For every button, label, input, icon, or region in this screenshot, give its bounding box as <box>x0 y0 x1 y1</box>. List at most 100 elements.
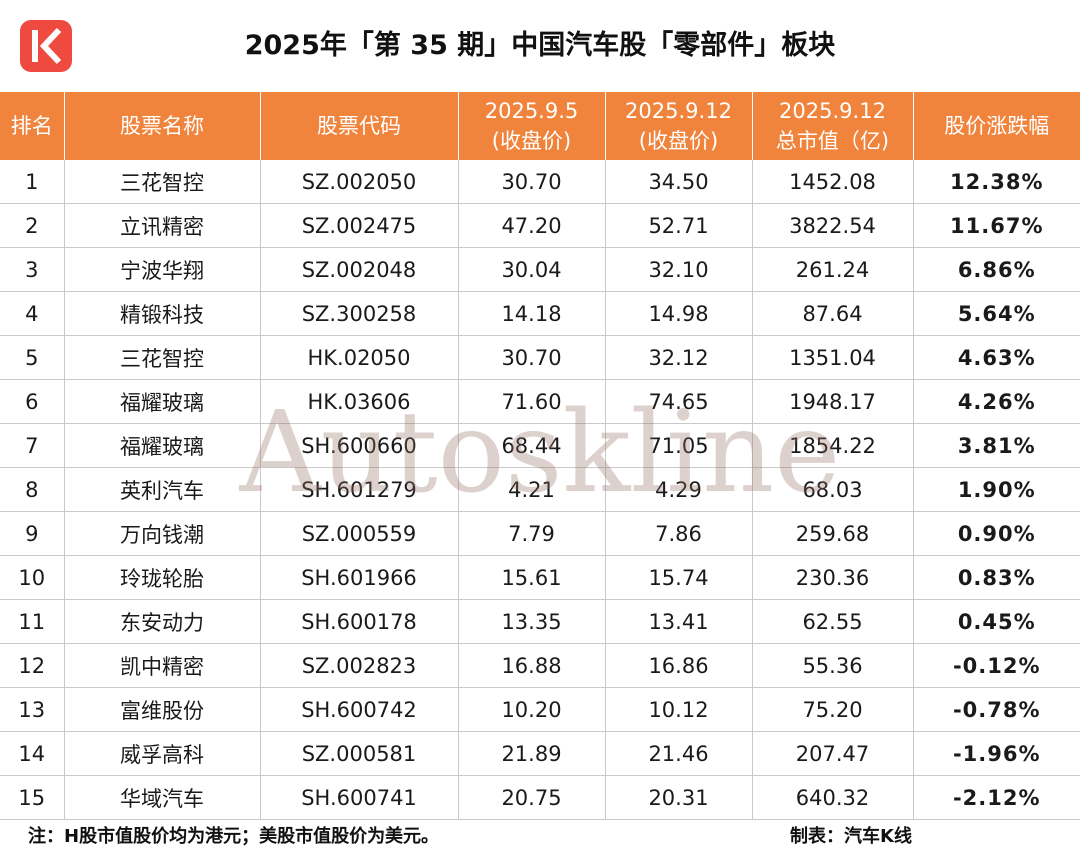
market-cap-cell: 230.36 <box>751 555 913 600</box>
column-header: 2025.9.5 (收盘价) <box>457 92 605 160</box>
header: 2025年「第 35 期」中国汽车股「零部件」板块 <box>0 0 1080 92</box>
rank-cell: 2 <box>0 203 64 248</box>
market-cap-cell: 261.24 <box>751 247 913 292</box>
column-header-line2: (收盘价) <box>491 129 572 153</box>
rank-cell: 15 <box>0 775 64 820</box>
close-prev-cell: 21.89 <box>457 731 605 776</box>
price-change-cell: -0.12% <box>912 643 1080 688</box>
close-curr-cell: 32.12 <box>604 335 752 380</box>
close-curr-cell: 7.86 <box>604 511 752 556</box>
market-cap-cell: 1452.08 <box>751 160 913 204</box>
stock-name-cell: 英利汽车 <box>63 467 260 512</box>
price-change-cell: 3.81% <box>912 423 1080 468</box>
market-cap-cell: 207.47 <box>751 731 913 776</box>
close-curr-cell: 71.05 <box>604 423 752 468</box>
close-curr-cell: 16.86 <box>604 643 752 688</box>
table-row: 3 宁波华翔 SZ.002048 30.04 32.10 261.24 6.86% <box>0 247 1080 292</box>
rank-cell: 6 <box>0 379 64 424</box>
price-change-cell: 6.86% <box>912 247 1080 292</box>
table-row: 12 凯中精密 SZ.002823 16.88 16.86 55.36 -0.12% <box>0 643 1080 688</box>
column-header: 股价涨跌幅 <box>912 92 1080 160</box>
column-header: 股票代码 <box>259 92 458 160</box>
column-header-line1: 股价涨跌幅 <box>944 114 1050 138</box>
footer-credit: 制表：汽车K线 <box>790 826 912 847</box>
stock-code-cell: SZ.002048 <box>259 247 458 292</box>
close-prev-cell: 10.20 <box>457 687 605 732</box>
table-row: 7 福耀玻璃 SH.600660 68.44 71.05 1854.22 3.81% <box>0 423 1080 468</box>
market-cap-cell: 62.55 <box>751 599 913 644</box>
close-prev-cell: 47.20 <box>457 203 605 248</box>
column-header-line1: 股票代码 <box>317 114 401 138</box>
column-header-line1: 股票名称 <box>120 114 204 138</box>
close-curr-cell: 10.12 <box>604 687 752 732</box>
stock-code-cell: SH.601279 <box>259 467 458 512</box>
close-prev-cell: 14.18 <box>457 291 605 336</box>
market-cap-cell: 1948.17 <box>751 379 913 424</box>
stock-name-cell: 三花智控 <box>63 160 260 204</box>
stock-name-cell: 东安动力 <box>63 599 260 644</box>
close-prev-cell: 15.61 <box>457 555 605 600</box>
price-change-cell: 1.90% <box>912 467 1080 512</box>
stock-code-cell: HK.03606 <box>259 379 458 424</box>
close-prev-cell: 16.88 <box>457 643 605 688</box>
table-row: 4 精锻科技 SZ.300258 14.18 14.98 87.64 5.64% <box>0 291 1080 336</box>
close-curr-cell: 14.98 <box>604 291 752 336</box>
close-curr-cell: 20.31 <box>604 775 752 820</box>
close-curr-cell: 74.65 <box>604 379 752 424</box>
stock-name-cell: 三花智控 <box>63 335 260 380</box>
logo-icon <box>20 20 72 72</box>
stock-code-cell: SZ.000559 <box>259 511 458 556</box>
rank-cell: 9 <box>0 511 64 556</box>
price-change-cell: 12.38% <box>912 160 1080 204</box>
stock-code-cell: SH.601966 <box>259 555 458 600</box>
footer: 注：H股市值股价均为港元；美股市值股价为美元。 制表：汽车K线 <box>0 808 1080 858</box>
close-prev-cell: 4.21 <box>457 467 605 512</box>
stock-name-cell: 万向钱潮 <box>63 511 260 556</box>
close-curr-cell: 21.46 <box>604 731 752 776</box>
market-cap-cell: 55.36 <box>751 643 913 688</box>
table-row: 13 富维股份 SH.600742 10.20 10.12 75.20 -0.78% <box>0 687 1080 732</box>
stock-code-cell: SZ.002823 <box>259 643 458 688</box>
stock-code-cell: SH.600660 <box>259 423 458 468</box>
stock-name-cell: 凯中精密 <box>63 643 260 688</box>
stock-name-cell: 华域汽车 <box>63 775 260 820</box>
close-prev-cell: 30.04 <box>457 247 605 292</box>
close-prev-cell: 30.70 <box>457 335 605 380</box>
stock-code-cell: SZ.002475 <box>259 203 458 248</box>
stock-name-cell: 玲珑轮胎 <box>63 555 260 600</box>
price-change-cell: 4.63% <box>912 335 1080 380</box>
market-cap-cell: 640.32 <box>751 775 913 820</box>
close-curr-cell: 13.41 <box>604 599 752 644</box>
price-change-cell: 0.45% <box>912 599 1080 644</box>
stock-name-cell: 立讯精密 <box>63 203 260 248</box>
close-prev-cell: 68.44 <box>457 423 605 468</box>
close-curr-cell: 34.50 <box>604 160 752 204</box>
column-header-line1: 2025.9.5 <box>484 99 579 123</box>
stock-name-cell: 宁波华翔 <box>63 247 260 292</box>
table-row: 6 福耀玻璃 HK.03606 71.60 74.65 1948.17 4.26% <box>0 379 1080 424</box>
market-cap-cell: 87.64 <box>751 291 913 336</box>
table-header-row: 排名 股票名称 股票代码 2025.9.5 (收盘价) 2025.9.12 (收盘价) 202… <box>0 92 1080 160</box>
stock-code-cell: SZ.000581 <box>259 731 458 776</box>
table-row: 9 万向钱潮 SZ.000559 7.79 7.86 259.68 0.90% <box>0 511 1080 556</box>
rank-cell: 5 <box>0 335 64 380</box>
table-row: 2 立讯精密 SZ.002475 47.20 52.71 3822.54 11.67% <box>0 203 1080 248</box>
column-header-line1: 排名 <box>10 114 53 138</box>
close-prev-cell: 30.70 <box>457 160 605 204</box>
footer-note: 注：H股市值股价均为港元；美股市值股价为美元。 <box>28 826 440 847</box>
stock-code-cell: SZ.300258 <box>259 291 458 336</box>
market-cap-cell: 259.68 <box>751 511 913 556</box>
price-change-cell: 11.67% <box>912 203 1080 248</box>
market-cap-cell: 75.20 <box>751 687 913 732</box>
close-curr-cell: 32.10 <box>604 247 752 292</box>
stock-name-cell: 精锻科技 <box>63 291 260 336</box>
column-header-line1: 2025.9.12 <box>779 99 886 123</box>
close-prev-cell: 20.75 <box>457 775 605 820</box>
rank-cell: 4 <box>0 291 64 336</box>
price-change-cell: 5.64% <box>912 291 1080 336</box>
close-curr-cell: 4.29 <box>604 467 752 512</box>
market-cap-cell: 68.03 <box>751 467 913 512</box>
column-header-line2: (收盘价) <box>638 129 719 153</box>
table-row: 5 三花智控 HK.02050 30.70 32.12 1351.04 4.63% <box>0 335 1080 380</box>
price-change-cell: 0.83% <box>912 555 1080 600</box>
